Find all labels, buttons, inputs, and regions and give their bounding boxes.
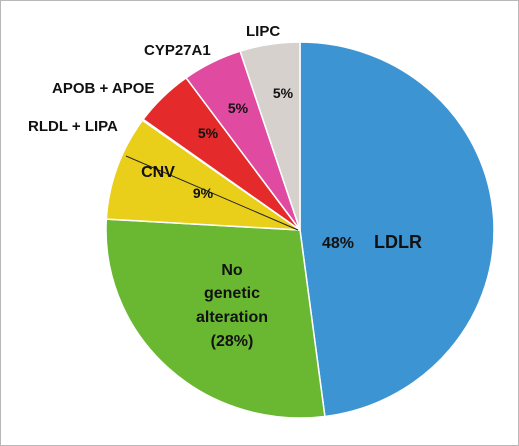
rldl-leader-line	[125, 155, 299, 231]
label-lipc: LIPC	[246, 23, 280, 40]
label-ldlr: LDLR	[374, 232, 422, 252]
label-rldl: RLDL + LIPA	[28, 118, 118, 135]
label-none-line3: alteration	[196, 309, 268, 326]
pie-slices	[105, 41, 495, 419]
label-ldlr-pct: 48%	[322, 235, 354, 252]
label-none-line2: genetic	[204, 285, 260, 302]
pie-slice-cnv	[105, 119, 301, 231]
label-apob: APOB + APOE	[52, 80, 154, 97]
label-none-line1: No	[221, 262, 243, 279]
label-cyp: CYP27A1	[144, 42, 211, 59]
label-cnv: CNV	[141, 164, 175, 181]
label-cyp-pct: 5%	[228, 100, 249, 116]
pie-slice-lipc	[239, 41, 301, 231]
label-lipc-pct: 5%	[273, 85, 294, 101]
label-none-pct: (28%)	[211, 333, 254, 350]
label-apob-pct: 5%	[198, 125, 219, 141]
pie-slice-no-genetic-alteration	[105, 218, 326, 419]
pie-slice-ldlr	[299, 41, 495, 418]
label-cnv-pct: 9%	[193, 185, 214, 201]
